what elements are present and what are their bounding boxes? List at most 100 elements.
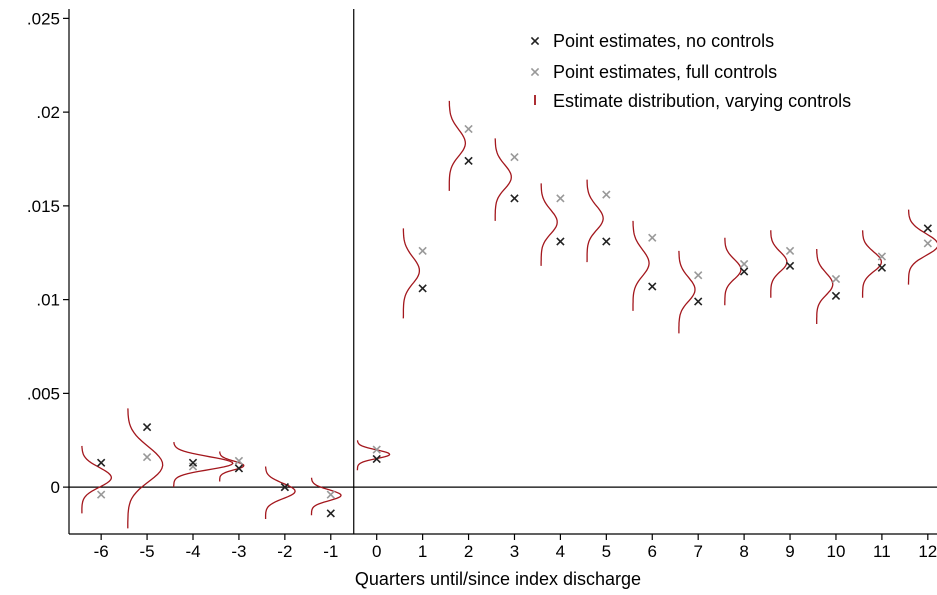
point-full-controls: [510, 152, 519, 162]
y-tick-label: .015: [27, 197, 60, 216]
density-curve: [356, 440, 391, 471]
y-tick-label: .01: [36, 291, 60, 310]
marker-stroke: [142, 422, 152, 432]
point-no-controls: [694, 297, 703, 306]
density-curve: [448, 100, 467, 191]
x-tick-label: 9: [785, 542, 794, 561]
density-curve: [586, 179, 604, 263]
marker-stroke: [464, 124, 473, 134]
point-no-controls: [556, 237, 565, 246]
marker-stroke: [188, 458, 198, 467]
point-full-controls: [831, 274, 841, 284]
point-no-controls: [602, 237, 611, 246]
marker-stroke: [602, 237, 611, 246]
density-curve: [632, 220, 650, 311]
marker-stroke: [418, 284, 427, 293]
marker-stroke: [96, 490, 106, 499]
marker-stroke: [556, 194, 565, 203]
density-curve: [264, 466, 296, 519]
x-tick-label: -5: [140, 542, 155, 561]
point-full-controls: [877, 252, 887, 261]
density-curve: [494, 138, 512, 221]
legend-entry-no-controls: Point estimates, no controls: [553, 31, 774, 51]
x-tick-label: -1: [323, 542, 338, 561]
point-full-controls: [602, 190, 611, 199]
density-curve: [861, 230, 883, 298]
marker-stroke: [372, 454, 381, 464]
point-no-controls: [648, 282, 657, 291]
x-tick-label: -4: [185, 542, 200, 561]
marker-stroke: [602, 190, 611, 199]
x-tick-label: 10: [827, 542, 846, 561]
marker-stroke: [923, 224, 932, 233]
marker-stroke: [464, 156, 473, 166]
marker-stroke: [96, 458, 106, 467]
x-tick-label: 4: [556, 542, 565, 561]
point-no-controls: [326, 509, 335, 518]
point-no-controls: [188, 458, 198, 467]
marker-stroke: [556, 237, 565, 246]
point-no-controls: [234, 464, 244, 473]
x-tick-label: 5: [602, 542, 611, 561]
y-tick-label: .005: [27, 384, 60, 403]
point-no-controls: [739, 267, 749, 276]
density-curve: [907, 209, 937, 285]
point-full-controls: [418, 246, 427, 256]
x-tick-label: -2: [277, 542, 292, 561]
x-tick-label: 11: [873, 542, 891, 561]
marker-stroke: [648, 233, 657, 242]
axes: [63, 9, 937, 540]
y-tick-label: 0: [51, 478, 60, 497]
point-full-controls: [923, 239, 932, 248]
point-no-controls: [280, 482, 290, 492]
density-curves: [81, 100, 937, 529]
marker-stroke: [510, 194, 519, 203]
point-no-controls: [418, 284, 427, 293]
legend-symbol-no-controls: [530, 36, 540, 46]
density-curve: [127, 408, 164, 529]
legend: Point estimates, no controls Point estim…: [530, 31, 851, 111]
density-curve: [724, 237, 742, 306]
y-tick-label: .025: [27, 9, 60, 28]
point-no-controls: [142, 422, 152, 432]
x-tick-labels: -6 -5 -4 -3 -2 -1 0 1 2 3 4 5 6 7 8 9 10 11 12: [94, 542, 937, 561]
point-full-controls: [464, 124, 473, 134]
point-full-controls: [188, 462, 198, 471]
point-no-controls: [464, 156, 473, 166]
marker-stroke: [648, 282, 657, 291]
point-full-controls: [326, 490, 335, 499]
point-full-controls: [234, 456, 244, 466]
x-tick-label: 7: [693, 542, 702, 561]
point-full-controls: [96, 490, 106, 499]
point-full-controls: [739, 259, 749, 269]
legend-entry-distribution: Estimate distribution, varying controls: [553, 91, 851, 111]
marker-stroke: [142, 452, 152, 462]
density-curve: [678, 250, 696, 334]
marker-stroke: [694, 297, 703, 306]
point-no-controls: [510, 194, 519, 203]
point-full-controls: [648, 233, 657, 242]
x-tick-label: 1: [418, 542, 427, 561]
marker-stroke: [831, 274, 841, 284]
marker-stroke: [510, 152, 519, 162]
marker-stroke: [739, 259, 749, 269]
density-curve: [173, 442, 234, 488]
x-tick-label: 3: [510, 542, 519, 561]
density-curve: [540, 183, 558, 266]
x-tick-label: 0: [372, 542, 381, 561]
marker-stroke: [877, 252, 887, 261]
point-no-controls: [831, 291, 841, 301]
marker-stroke: [372, 445, 381, 454]
point-no-controls: [785, 261, 795, 271]
density-curve: [310, 477, 342, 516]
x-tick-label: 8: [739, 542, 748, 561]
marker-stroke: [530, 67, 540, 77]
x-tick-label: -3: [231, 542, 246, 561]
marker-stroke: [694, 271, 703, 280]
point-full-controls: [694, 271, 703, 280]
y-tick-label: .02: [36, 103, 60, 122]
density-curve: [816, 248, 834, 324]
marker-stroke: [877, 263, 887, 272]
point-no-controls: [877, 263, 887, 272]
